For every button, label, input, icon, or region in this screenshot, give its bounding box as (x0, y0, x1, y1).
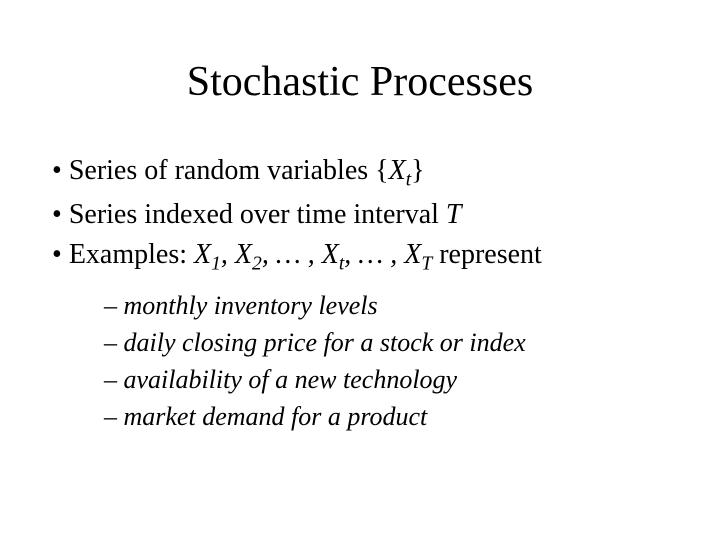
bullet-item-1: Series of random variables {Xt} (52, 152, 672, 194)
text-fragment: , … , (262, 239, 322, 270)
sub-bullet-list: monthly inventory levels daily closing p… (76, 288, 672, 434)
sub-bullet-item: availability of a new technology (104, 362, 672, 397)
bullet-item-2: Series indexed over time interval T (52, 196, 672, 234)
sub-bullet-item: monthly inventory levels (104, 288, 672, 323)
subscript: T (421, 253, 432, 274)
variable-x: X (235, 239, 252, 270)
subscript: 1 (211, 253, 221, 274)
text-fragment: represent (432, 239, 542, 270)
slide-title: Stochastic Processes (48, 58, 672, 106)
variable-T: T (446, 199, 462, 230)
variable-x: X (322, 239, 339, 270)
sub-bullet-item: daily closing price for a stock or index (104, 325, 672, 360)
subscript: 2 (252, 253, 262, 274)
text-fragment: Examples: (69, 239, 194, 270)
text-fragment: , (221, 239, 235, 270)
variable-x: X (404, 239, 421, 270)
text-fragment: Series of random variables { (69, 155, 389, 186)
sub-bullet-item: market demand for a product (104, 399, 672, 434)
text-fragment: Series indexed over time interval (69, 199, 446, 230)
bullet-item-3: Examples: X1, X2, … , Xt, … , XT represe… (52, 236, 672, 434)
slide: Stochastic Processes Series of random va… (0, 0, 720, 540)
text-fragment: } (411, 155, 424, 186)
variable-x: X (389, 155, 406, 186)
text-fragment: , … , (344, 239, 404, 270)
variable-x: X (194, 239, 211, 270)
bullet-list: Series of random variables {Xt} Series i… (52, 152, 672, 434)
